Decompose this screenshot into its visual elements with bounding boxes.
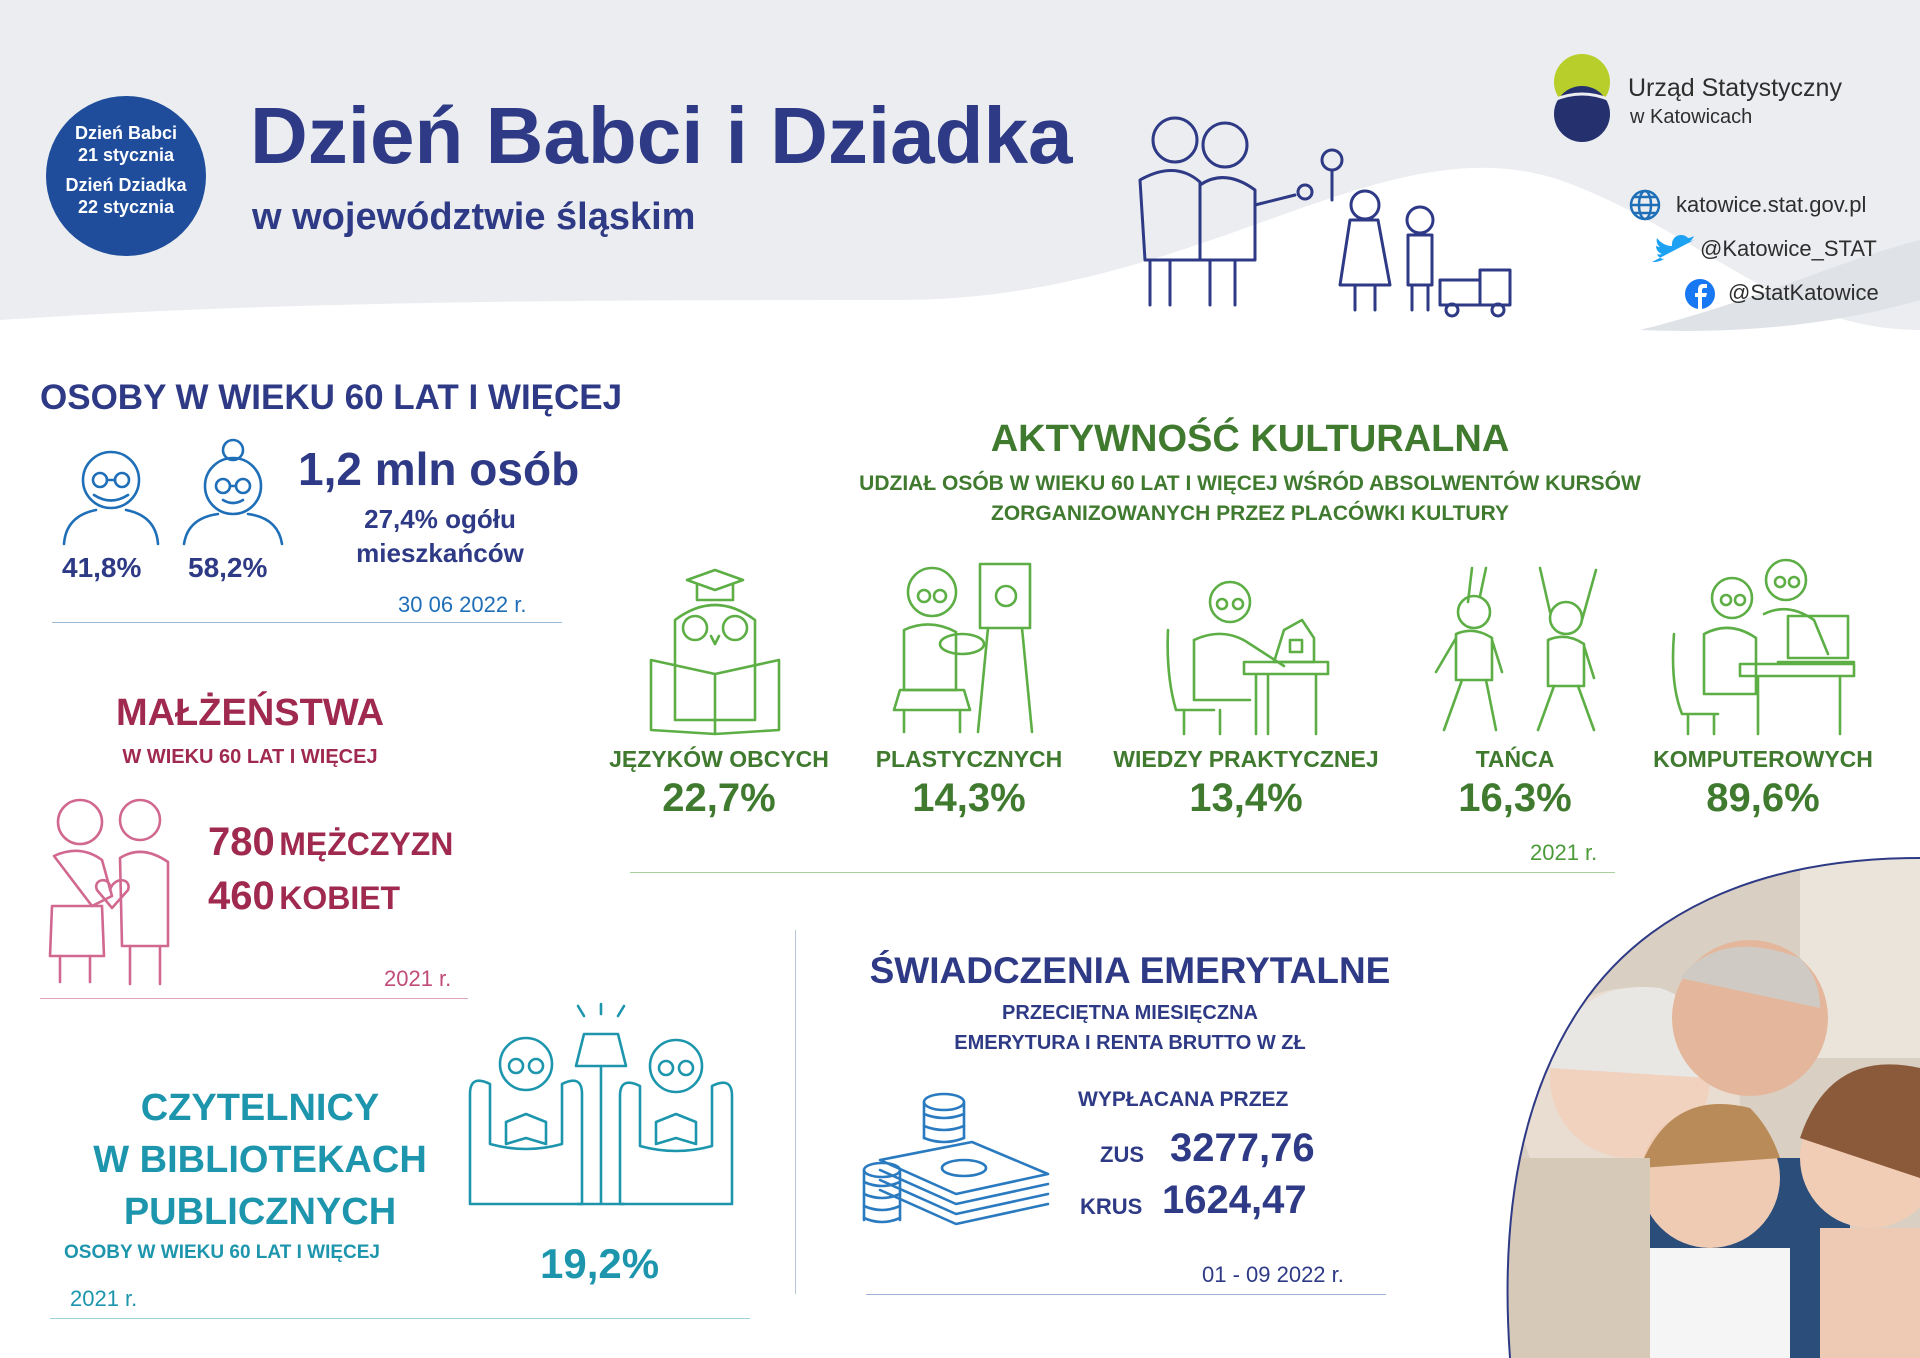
reading-couple-icon: [468, 1002, 734, 1206]
date-badge: Dzień Babci 21 stycznia Dzień Dziadka 22…: [46, 96, 206, 256]
globe-icon: [1629, 189, 1661, 221]
culture-value: 16,3%: [1458, 776, 1572, 820]
couple-icon: [48, 798, 170, 986]
org-city: w Katowicach: [1630, 106, 1753, 128]
badge-line: 21 stycznia: [77, 145, 175, 165]
culture-label: JĘZYKÓW OBCYCH: [609, 746, 829, 772]
marriages-men: 780 MĘŻCZYZN: [208, 820, 453, 865]
zus-label: ZUS: [1100, 1142, 1144, 1167]
page-subtitle: w województwie śląskim: [252, 196, 696, 238]
culture-subheading: UDZIAŁ OSÓB W WIEKU 60 LAT I WIĘCEJ WŚRÓ…: [859, 472, 1641, 495]
marriages-subheading: W WIEKU 60 LAT I WIĘCEJ: [122, 746, 378, 768]
pensions-heading: ŚWIADCZENIA EMERYTALNE: [869, 950, 1391, 991]
badge-line: Dzień Dziadka: [65, 175, 187, 195]
seniors-share-line: mieszkańców: [356, 538, 524, 568]
men-share: 41,8%: [62, 552, 142, 583]
marriages-men-label: MĘŻCZYZN: [279, 826, 454, 862]
divider: [52, 622, 562, 623]
culture-value: 14,3%: [912, 776, 1026, 820]
twitter-handle[interactable]: @Katowice_STAT: [1700, 236, 1877, 261]
culture-date: 2021 r.: [1530, 840, 1598, 865]
culture-value: 89,6%: [1706, 776, 1820, 820]
readers-date: 2021 r.: [70, 1286, 138, 1311]
divider: [630, 872, 1615, 873]
seniors-date: 30 06 2022 r.: [398, 592, 527, 617]
money-icon: [862, 1092, 1050, 1226]
painting-icon: [892, 562, 1034, 734]
readers-value: 19,2%: [540, 1240, 660, 1287]
culture-heading: AKTYWNOŚĆ KULTURALNA: [990, 418, 1510, 460]
family-photo: [1506, 857, 1920, 1358]
readers-subheading: OSOBY W WIEKU 60 LAT I WIĘCEJ: [64, 1242, 380, 1263]
org-logo: [1553, 54, 1611, 142]
marriages-women-value: 460: [208, 874, 275, 918]
pensions-subheading: PRZECIĘTNA MIESIĘCZNA: [1002, 1002, 1258, 1024]
zus-value: 3277,76: [1170, 1126, 1315, 1170]
facebook-icon: [1685, 279, 1715, 309]
marriages-date: 2021 r.: [384, 966, 452, 991]
page-title: Dzień Babci i Dziadka: [250, 91, 1073, 180]
marriages-heading: MAŁŻEŃSTWA: [115, 692, 385, 734]
badge-line: Dzień Babci: [74, 123, 178, 143]
seniors-share-line: 27,4% ogółu: [364, 504, 516, 534]
dance-icon: [1434, 566, 1598, 732]
culture-subheading: ZORGANIZOWANYCH PRZEZ PLACÓWKI KULTURY: [991, 502, 1509, 525]
website-link[interactable]: katowice.stat.gov.pl: [1676, 192, 1867, 217]
women-share: 58,2%: [188, 552, 268, 583]
readers-heading-line: CZYTELNICY: [140, 1087, 380, 1129]
divider: [40, 998, 468, 999]
header-background: [0, 0, 1920, 331]
divider: [50, 1318, 750, 1319]
culture-value: 22,7%: [662, 776, 776, 820]
seniors-total: 1,2 mln osób: [298, 443, 580, 495]
badge-line: 22 stycznia: [77, 197, 175, 217]
marriages-women-label: KOBIET: [279, 880, 401, 916]
krus-value: 1624,47: [1162, 1178, 1307, 1222]
family-illustration: [1138, 116, 1512, 318]
readers-heading-line: W BIBLIOTEKACH: [93, 1139, 427, 1181]
craft-icon: [1166, 580, 1330, 736]
readers-heading-line: PUBLICZNYCH: [123, 1191, 397, 1233]
culture-label: PLASTYCZNYCH: [875, 746, 1063, 772]
readers-heading: CZYTELNICY W BIBLIOTEKACH PUBLICZNYCH: [60, 1082, 460, 1238]
culture-label: KOMPUTEROWYCH: [1653, 746, 1873, 772]
culture-label: WIEDZY PRAKTYCZNEJ: [1113, 746, 1379, 772]
krus-label: KRUS: [1080, 1194, 1143, 1219]
culture-label: TAŃCA: [1475, 746, 1555, 772]
pensions-date: 01 - 09 2022 r.: [1202, 1262, 1344, 1287]
grandmother-icon: [182, 438, 284, 546]
culture-value: 13,4%: [1189, 776, 1303, 820]
marriages-men-value: 780: [208, 820, 275, 864]
grandfather-icon: [62, 450, 160, 546]
seniors-heading: OSOBY W WIEKU 60 LAT I WIĘCEJ: [40, 378, 623, 417]
facebook-handle[interactable]: @StatKatowice: [1728, 280, 1879, 305]
divider: [866, 1294, 1386, 1295]
twitter-icon: [1652, 235, 1696, 262]
pensions-subheading: EMERYTURA I RENTA BRUTTO W ZŁ: [954, 1032, 1306, 1054]
owl-icon: [649, 568, 781, 736]
marriages-women: 460 KOBIET: [208, 874, 400, 919]
computer-icon: [1671, 558, 1856, 736]
paid-by-label: WYPŁACANA PRZEZ: [1078, 1088, 1289, 1111]
org-name: Urząd Statystyczny: [1628, 74, 1842, 102]
divider: [795, 930, 796, 1294]
